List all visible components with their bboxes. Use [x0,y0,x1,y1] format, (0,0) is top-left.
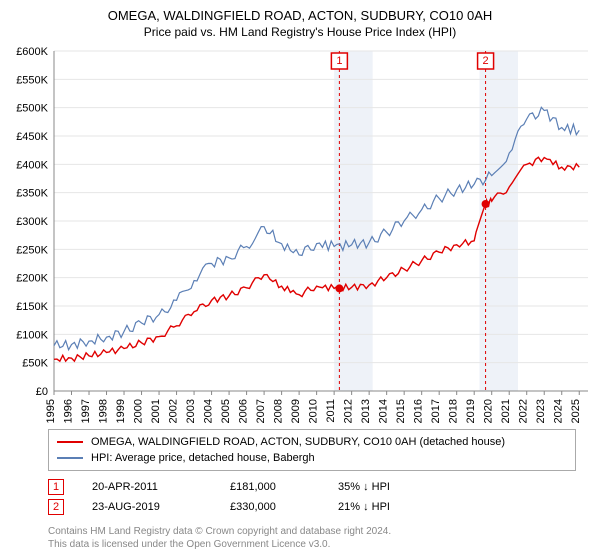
x-tick-label: 2017 [430,399,442,423]
sales-marker: 1 [48,479,64,495]
x-tick-label: 2001 [150,399,162,423]
y-tick-label: £500K [16,103,48,115]
sale-point [482,200,490,208]
legend-swatch [57,457,83,459]
footnote-line: Contains HM Land Registry data © Crown c… [48,525,576,538]
y-tick-label: £450K [16,131,48,143]
x-tick-label: 2002 [168,399,180,423]
legend-swatch [57,441,83,443]
plot-area: £0 £50K £100K £150K £200K £250K £300K £350K £400… [0,45,600,425]
legend-label: OMEGA, WALDINGFIELD ROAD, ACTON, SUDBURY… [91,436,505,448]
sales-price: £181,000 [230,481,310,493]
x-tick-label: 2018 [448,399,460,423]
legend-label: HPI: Average price, detached house, Babe… [91,452,315,464]
x-tick-label: 1999 [115,399,127,423]
x-tick-label: 2000 [133,399,145,423]
x-tick-label: 2014 [378,399,390,423]
x-tick-label: 1996 [63,399,75,423]
x-tick-label: 2007 [255,399,267,423]
y-tick-label: £0 [36,386,48,398]
y-tick-label: £250K [16,244,48,256]
x-tick-label: 2009 [290,399,302,423]
y-tick-label: £300K [16,216,48,228]
x-tick-label: 2024 [553,399,565,423]
legend-row: OMEGA, WALDINGFIELD ROAD, ACTON, SUDBURY… [57,434,567,450]
line-chart-svg: £0 £50K £100K £150K £200K £250K £300K £350K £400… [0,45,600,425]
y-tick-label: £550K [16,74,48,86]
x-tick-label: 1995 [45,399,57,423]
x-tick-label: 1997 [80,399,92,423]
sales-date: 23-AUG-2019 [92,501,202,513]
x-tick-label: 2022 [518,399,530,423]
x-tick-label: 2019 [465,399,477,423]
chart-subtitle: Price paid vs. HM Land Registry's House … [0,23,600,45]
y-tick-label: £350K [16,188,48,200]
chart-title: OMEGA, WALDINGFIELD ROAD, ACTON, SUDBURY… [0,0,600,23]
x-tick-label: 2015 [395,399,407,423]
sales-marker: 2 [48,499,64,515]
y-tick-label: £150K [16,301,48,313]
x-tick-label: 2025 [570,399,582,423]
x-tick-label: 2006 [238,399,250,423]
x-tick-label: 2005 [220,399,232,423]
x-tick-label: 1998 [98,399,110,423]
x-tick-label: 2003 [185,399,197,423]
x-tick-label: 2004 [203,399,215,423]
sales-pct: 21% ↓ HPI [338,501,438,513]
x-tick-label: 2012 [343,399,355,423]
sales-price: £330,000 [230,501,310,513]
sales-row: 2 23-AUG-2019 £330,000 21% ↓ HPI [48,497,576,517]
sales-pct: 35% ↓ HPI [338,481,438,493]
x-tick-label: 2023 [535,399,547,423]
sales-row: 1 20-APR-2011 £181,000 35% ↓ HPI [48,477,576,497]
x-tick-label: 2013 [360,399,372,423]
sale-marker-num: 1 [336,55,342,67]
footnote: Contains HM Land Registry data © Crown c… [48,525,576,551]
y-tick-label: £100K [16,329,48,341]
sales-table: 1 20-APR-2011 £181,000 35% ↓ HPI 2 23-AUG-201… [48,477,576,517]
y-tick-label: £50K [22,358,48,370]
x-tick-label: 2021 [500,399,512,423]
x-tick-label: 2020 [483,399,495,423]
y-tick-label: £200K [16,273,48,285]
legend: OMEGA, WALDINGFIELD ROAD, ACTON, SUDBURY… [48,429,576,471]
footnote-line: This data is licensed under the Open Gov… [48,538,576,551]
legend-row: HPI: Average price, detached house, Babe… [57,450,567,466]
sale-point [335,284,343,292]
x-tick-label: 2016 [413,399,425,423]
x-tick-label: 2010 [308,399,320,423]
y-tick-label: £600K [16,46,48,58]
y-tick-label: £400K [16,159,48,171]
sales-date: 20-APR-2011 [92,481,202,493]
sale-marker-num: 2 [483,55,489,67]
x-tick-label: 2008 [273,399,285,423]
x-tick-label: 2011 [325,399,337,423]
